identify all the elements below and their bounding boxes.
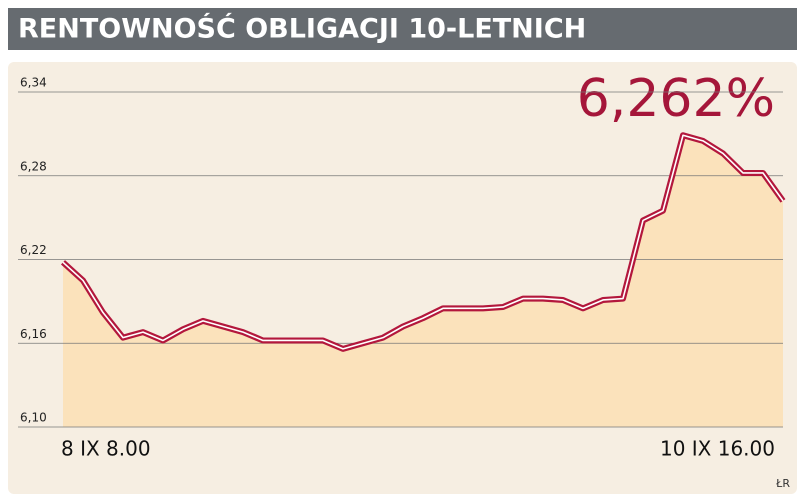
y-tick-label: 6,10: [20, 411, 47, 425]
annotation: 6,262%: [577, 69, 775, 129]
y-tick-label: 6,28: [20, 159, 47, 173]
x-tick-label: 10 IX 16.00: [660, 437, 775, 461]
y-tick-label: 6,16: [20, 327, 47, 341]
x-tick-label: 8 IX 8.00: [61, 437, 151, 461]
area: [63, 135, 783, 428]
y-tick-label: 6,22: [20, 243, 47, 257]
y-tick-label: 6,34: [20, 76, 47, 90]
title-bar: [8, 8, 797, 50]
line-highlight: [62, 134, 784, 350]
credit: ŁR: [775, 477, 790, 490]
chart-title: RENTOWNOŚĆ OBLIGACJI 10-LETNICH: [18, 13, 586, 45]
